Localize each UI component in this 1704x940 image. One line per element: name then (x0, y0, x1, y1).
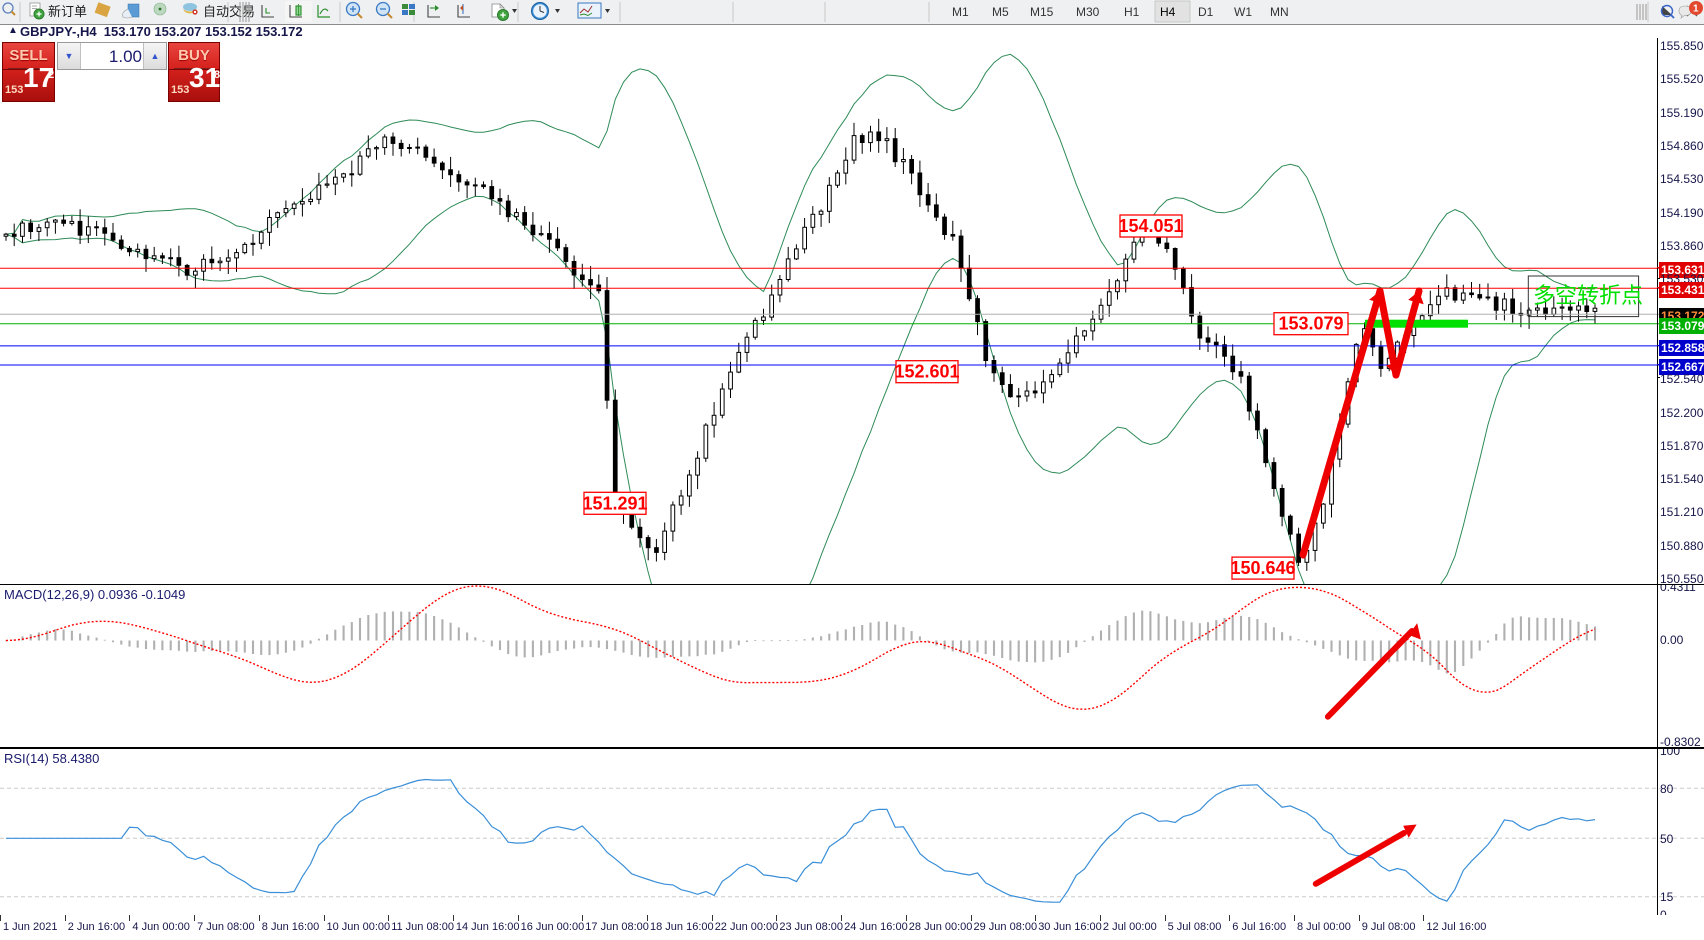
svg-text:M15: M15 (1030, 5, 1054, 19)
svg-text:151.291: 151.291 (582, 493, 647, 513)
svg-text:多空转折点: 多空转折点 (1533, 283, 1643, 308)
svg-text:M30: M30 (1076, 5, 1100, 19)
svg-text:D1: D1 (1198, 5, 1214, 19)
svg-text:152.601: 152.601 (894, 362, 959, 382)
svg-text:自动交易: 自动交易 (203, 4, 255, 19)
svg-text:M5: M5 (992, 5, 1009, 19)
svg-text:H1: H1 (1124, 5, 1140, 19)
svg-text:153.079: 153.079 (1278, 314, 1343, 334)
svg-text:MN: MN (1270, 5, 1289, 19)
svg-text:1: 1 (1693, 4, 1699, 15)
svg-text:W1: W1 (1234, 5, 1252, 19)
svg-text:H4: H4 (1160, 5, 1176, 19)
svg-text:150.646: 150.646 (1230, 558, 1295, 578)
svg-text:新订单: 新订单 (48, 4, 87, 19)
svg-text:154.051: 154.051 (1118, 216, 1183, 236)
svg-text:M1: M1 (952, 5, 969, 19)
